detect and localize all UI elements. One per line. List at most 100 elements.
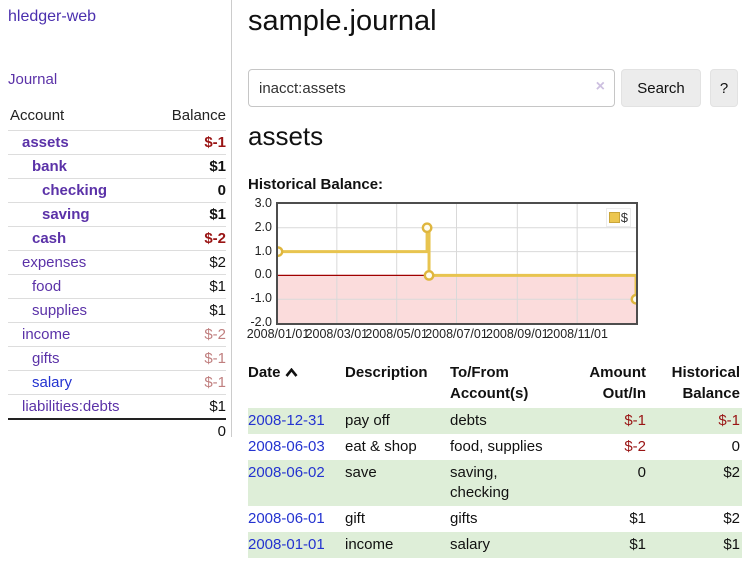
legend-swatch-icon <box>608 212 620 223</box>
account-balance: $1 <box>209 302 226 319</box>
balance-column-header: Balance <box>171 107 226 124</box>
transaction-date-link[interactable]: 2008-12-31 <box>248 412 325 429</box>
transaction-description: gift <box>345 510 366 527</box>
search-input-wrap: × <box>248 69 615 107</box>
account-link-liabilities-debts[interactable]: liabilities:debts <box>22 398 120 415</box>
transaction-amount: $-1 <box>562 408 648 434</box>
account-row: liabilities:debts $1 <box>8 394 226 420</box>
transaction-row: 2008-01-01 income salary $1 $1 <box>248 532 742 558</box>
account-balance: $-1 <box>204 350 226 367</box>
account-link-bank[interactable]: bank <box>32 158 68 175</box>
column-header-amount[interactable]: Amount Out/In <box>589 364 646 402</box>
register-header-row: Date Description To/From Account(s) Amou… <box>248 360 742 408</box>
account-balance: $-2 <box>204 230 226 247</box>
sidebar-divider <box>231 0 232 437</box>
help-button[interactable]: ? <box>710 69 738 107</box>
account-balance: $-2 <box>204 326 226 343</box>
transaction-amount: $-2 <box>624 438 646 455</box>
account-column-header: Account <box>10 107 65 124</box>
account-row: gifts $-1 <box>8 346 226 371</box>
y-axis-tick-label: 2.0 <box>254 219 272 234</box>
transaction-accounts: debts <box>450 408 562 434</box>
transaction-amount: 0 <box>562 460 648 506</box>
accounts-table: Account Balance assets $-1 bank $1 checking 0… <box>8 103 226 443</box>
transaction-description: eat & shop <box>345 438 417 455</box>
transaction-balance: $1 <box>648 532 742 558</box>
sidebar-item-journal[interactable]: Journal <box>8 71 58 88</box>
transaction-date-link[interactable]: 2008-06-03 <box>248 438 325 455</box>
account-row: saving $1 <box>8 202 226 227</box>
account-row: salary $-1 <box>8 370 226 395</box>
y-axis-tick-label: 3.0 <box>254 196 272 210</box>
transaction-description: save <box>345 460 450 506</box>
chart-legend: $ <box>605 208 631 227</box>
account-balance: 0 <box>217 182 226 199</box>
account-row: checking 0 <box>8 178 226 203</box>
account-row: expenses $2 <box>8 250 226 275</box>
search-button[interactable]: Search <box>621 69 701 107</box>
transaction-row: 2008-06-01 gift gifts $1 $2 <box>248 506 742 532</box>
account-row: bank $1 <box>8 154 226 179</box>
y-axis-tick-label: -2.0 <box>250 315 272 329</box>
transaction-amount: $1 <box>629 510 646 527</box>
x-axis-tick-label: 2008/05/01 <box>365 327 428 341</box>
account-link-gifts[interactable]: gifts <box>32 350 60 367</box>
transaction-date-link[interactable]: 2008-06-01 <box>248 510 325 527</box>
search-bar: × Search ? <box>248 69 742 107</box>
transaction-date-link[interactable]: 2008-06-02 <box>248 464 325 481</box>
accounts-total-value: 0 <box>217 423 226 440</box>
account-link-supplies[interactable]: supplies <box>32 302 88 319</box>
column-header-accounts[interactable]: To/From Account(s) <box>450 364 529 402</box>
account-balance: $2 <box>209 254 226 271</box>
transaction-balance: 0 <box>731 438 740 455</box>
column-header-date[interactable]: Date <box>248 360 345 408</box>
account-link-food[interactable]: food <box>32 278 62 295</box>
accounts-total-row: 0 <box>8 419 226 443</box>
y-axis-tick-label: 1.0 <box>254 243 272 258</box>
transaction-description: pay off <box>345 408 450 434</box>
historical-balance-chart: $ 3.0 2.0 1.0 0.0 -1.0 -2.0 2008/01/01 2008/03/… <box>246 196 738 346</box>
account-link-income[interactable]: income <box>22 326 71 343</box>
account-heading: assets <box>248 121 324 151</box>
account-link-cash[interactable]: cash <box>32 230 67 247</box>
account-balance: $1 <box>209 206 226 223</box>
chart-title: Historical Balance: <box>248 176 384 193</box>
x-axis-tick-label: 2008/09/01 <box>486 327 549 341</box>
account-row: cash $-2 <box>8 226 226 251</box>
transaction-description: income <box>345 532 450 558</box>
sort-asc-icon <box>285 362 298 383</box>
legend-label: $ <box>620 210 628 225</box>
accounts-table-body: assets $-1 bank $1 checking 0 saving $1 cash $-2 e… <box>8 130 226 420</box>
account-link-saving[interactable]: saving <box>42 206 90 223</box>
transaction-accounts: gifts <box>450 510 478 527</box>
transaction-accounts: food, supplies <box>450 438 543 455</box>
search-input[interactable] <box>248 69 615 107</box>
account-balance: $-1 <box>204 134 226 151</box>
account-link-expenses[interactable]: expenses <box>22 254 87 271</box>
column-header-description[interactable]: Description <box>345 364 428 381</box>
app-brand-link[interactable]: hledger-web <box>8 8 97 25</box>
register-table-body: 2008-12-31 pay off debts $-1 $-1 2008-06-03 ea… <box>248 408 742 558</box>
account-link-checking[interactable]: checking <box>42 182 108 199</box>
x-axis-tick-label: 2008/01/01 <box>246 327 310 341</box>
transaction-balance: $2 <box>648 460 742 506</box>
account-row: assets $-1 <box>8 130 226 155</box>
chart-plot-area[interactable]: $ <box>276 202 638 325</box>
account-balance: $-1 <box>204 374 226 391</box>
data-point-marker <box>630 293 636 305</box>
account-link-salary[interactable]: salary <box>32 374 73 391</box>
x-axis-tick-label: 2008/11/01 <box>546 327 608 341</box>
x-axis-tick-label: 2008/07/01 <box>425 327 488 341</box>
transaction-balance: $2 <box>723 510 740 527</box>
account-row: income $-2 <box>8 322 226 347</box>
transaction-accounts: saving, checking <box>450 460 562 506</box>
account-balance: $1 <box>209 398 226 415</box>
column-header-balance[interactable]: Historical Balance <box>671 364 740 402</box>
data-point-marker <box>278 246 284 257</box>
transaction-date-link[interactable]: 2008-01-01 <box>248 536 325 553</box>
register-table: Date Description To/From Account(s) Amou… <box>248 360 742 558</box>
account-link-assets[interactable]: assets <box>22 134 69 151</box>
clear-search-icon[interactable]: × <box>595 78 605 95</box>
y-axis-tick-label: -1.0 <box>250 291 272 306</box>
account-row: food $1 <box>8 274 226 299</box>
